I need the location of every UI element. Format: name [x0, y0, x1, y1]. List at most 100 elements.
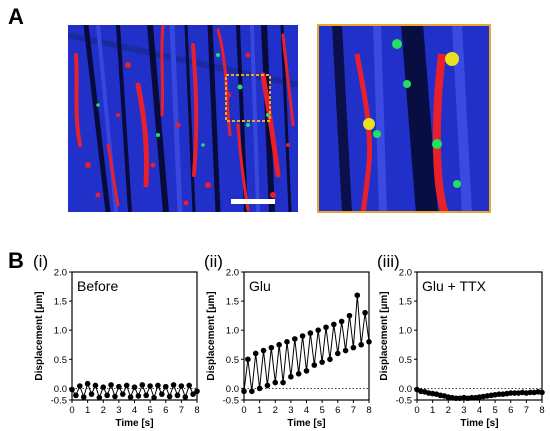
inset-red-process-left [354, 53, 373, 213]
data-point [96, 394, 103, 401]
y-tick-label: 1.0 [226, 326, 239, 337]
x-tick-label: 7 [524, 405, 529, 416]
data-point [147, 383, 153, 389]
data-point [127, 394, 134, 400]
inset-image [317, 24, 491, 213]
data-point [323, 324, 329, 331]
data-point [295, 371, 302, 377]
data-point [241, 388, 247, 395]
data-point [256, 385, 263, 392]
y-tick-label: 0.0 [399, 384, 412, 395]
data-point [245, 356, 251, 363]
data-point [108, 382, 114, 388]
y-tick-label: 0.0 [54, 384, 67, 395]
plot-frame [416, 271, 543, 401]
y-tick-label: 2.0 [399, 268, 412, 279]
data-point [334, 350, 341, 357]
y-tick-label: 0.5 [226, 355, 239, 366]
data-point [346, 312, 353, 319]
x-tick-label: 6 [335, 405, 340, 416]
plot-title: Glu + TTX [422, 278, 487, 294]
x-tick-label: 0 [69, 405, 74, 416]
panel-letter-a: A [8, 4, 24, 29]
data-point [100, 384, 107, 391]
data-point [166, 393, 173, 400]
micrograph-image [68, 25, 298, 212]
x-tick-label: 2 [446, 405, 451, 416]
data-point [319, 359, 325, 365]
data-point [143, 392, 150, 399]
data-point [116, 383, 122, 390]
data-point [92, 382, 99, 389]
data-point [190, 391, 196, 397]
data-point [288, 373, 294, 380]
data-point [496, 391, 502, 397]
data-point [112, 393, 118, 400]
inset-red-process-right [432, 53, 449, 213]
data-point [139, 382, 146, 388]
x-tick-label: 3 [461, 405, 466, 416]
x-tick-label: 1 [430, 405, 435, 416]
x-tick-label: 8 [366, 405, 371, 416]
x-tick-label: 5 [319, 405, 324, 416]
inset-yellow-spot [363, 118, 375, 130]
data-point [338, 318, 345, 325]
data-point [170, 382, 177, 388]
fluorescence-micrograph [68, 25, 298, 212]
data-point [249, 388, 255, 395]
inset-border [317, 24, 491, 213]
x-tick-label: 7 [351, 405, 356, 416]
scale-bar [231, 199, 275, 204]
plot-title: Before [77, 278, 118, 294]
data-point [342, 347, 349, 354]
data-point [151, 394, 157, 401]
magnified-inset [317, 24, 491, 213]
subpanel-label-i: (i) [33, 252, 49, 271]
y-tick-label: 1.5 [399, 297, 412, 308]
data-point [104, 392, 110, 399]
data-point [453, 395, 459, 402]
x-tick-label: 1 [85, 405, 90, 416]
data-point [284, 339, 290, 345]
data-point [327, 356, 333, 363]
data-point [159, 391, 165, 397]
data-point [194, 388, 200, 395]
panel-letter-b: B [8, 248, 24, 273]
plot-title: Glu [249, 278, 271, 294]
data-point [69, 386, 75, 393]
data-point [315, 327, 322, 333]
inset-yellow-spot-top [445, 52, 459, 66]
data-point [511, 390, 518, 396]
data-point [119, 391, 126, 397]
x-tick-label: 0 [241, 405, 246, 416]
x-tick-label: 3 [288, 405, 293, 416]
x-tick-label: 4 [304, 405, 309, 416]
data-point [80, 394, 87, 400]
y-axis-label: Displacement [µm] [34, 291, 45, 380]
data-point [331, 321, 337, 328]
data-point [507, 390, 514, 396]
y-tick-label: -0.5 [396, 396, 412, 407]
x-tick-label: 8 [194, 405, 199, 416]
y-tick-label: -0.5 [223, 396, 239, 407]
data-point [135, 393, 142, 399]
data-point [182, 394, 189, 400]
x-tick-label: 3 [116, 405, 121, 416]
data-point [252, 350, 259, 357]
data-point [77, 383, 83, 389]
data-point [162, 383, 169, 390]
plot-1: 0 1 2 3 4 5 6 7 8 -0.50.0 0.5 1.0 1.5 2.0 Time [s] Disp… [34, 268, 200, 429]
data-point [354, 292, 361, 299]
x-tick-label: 5 [147, 405, 152, 416]
y-tick-label: 1.0 [54, 326, 67, 337]
x-axis-label: Time [s] [287, 418, 325, 429]
data-point [299, 333, 306, 339]
data-point [527, 389, 534, 396]
plot-frame [71, 271, 198, 401]
y-tick-label: 0.5 [399, 355, 412, 366]
x-tick-label: 2 [273, 405, 278, 416]
data-point [272, 379, 279, 386]
x-tick-label: 5 [492, 405, 497, 416]
data-point [123, 382, 130, 389]
data-point [307, 330, 314, 336]
